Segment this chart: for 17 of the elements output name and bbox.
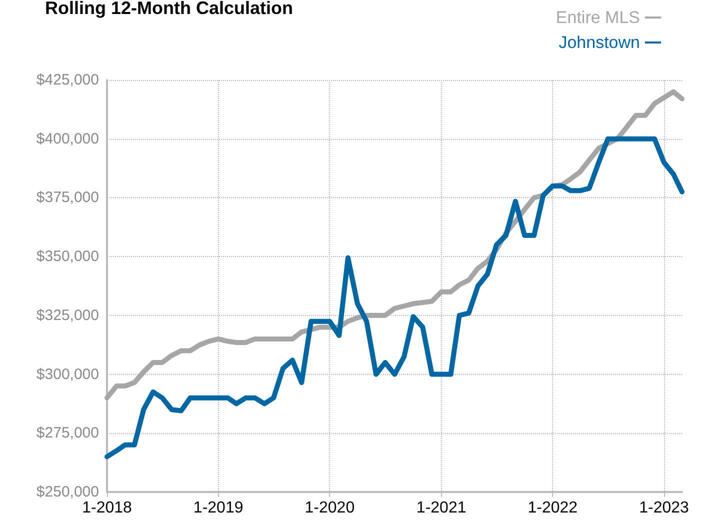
y-tick-label: $425,000 — [36, 72, 99, 88]
x-tick-label: 1-2022 — [528, 500, 578, 516]
x-tick-label: 1-2023 — [639, 500, 690, 516]
y-tick-label: $375,000 — [36, 189, 99, 206]
y-tick-label: $250,000 — [36, 484, 99, 500]
y-tick-label: $325,000 — [36, 306, 99, 324]
x-tick-label: 1-2020 — [304, 500, 355, 516]
chart-title: Rolling 12-Month Calculation — [45, 0, 293, 18]
x-tick-label: 1-2018 — [82, 500, 132, 516]
legend-label: Johnstown — [558, 33, 640, 52]
y-tick-label: $275,000 — [36, 424, 99, 442]
x-tick-label: 1-2019 — [193, 500, 244, 516]
y-tick-label: $400,000 — [36, 130, 99, 148]
y-tick-label: $350,000 — [36, 248, 99, 266]
y-tick-label: $300,000 — [36, 366, 99, 383]
x-tick-label: 1-2021 — [416, 500, 466, 516]
legend-label: Entire MLS — [556, 8, 640, 27]
